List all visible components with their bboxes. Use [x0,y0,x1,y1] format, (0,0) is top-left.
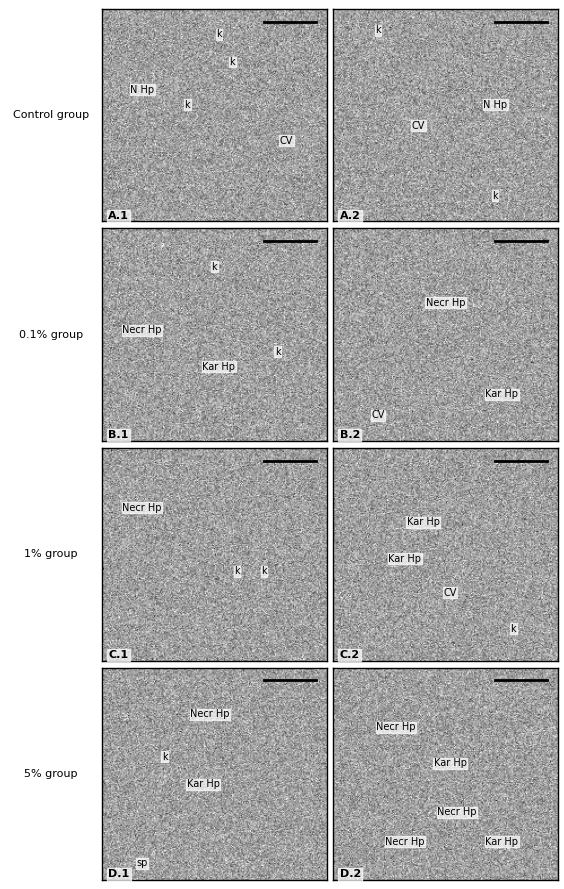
Text: Control group: Control group [13,110,89,120]
Text: CV: CV [443,588,457,597]
Text: CV: CV [371,411,385,420]
Text: N Hp: N Hp [483,100,507,109]
Text: Necr Hp: Necr Hp [122,325,162,335]
Text: k: k [230,57,235,67]
Text: Necr Hp: Necr Hp [385,837,425,847]
Text: k: k [261,566,267,576]
Text: Kar Hp: Kar Hp [202,362,235,372]
Text: k: k [375,25,381,36]
Text: 5% group: 5% group [24,769,77,779]
Text: CV: CV [280,136,293,146]
Text: k: k [184,100,190,109]
Text: k: k [234,566,240,576]
Text: k: k [212,261,217,272]
Text: k: k [275,347,280,356]
Text: A.2: A.2 [340,211,360,220]
Text: Necr Hp: Necr Hp [437,807,477,817]
Text: C.1: C.1 [108,650,129,660]
Text: N Hp: N Hp [130,84,154,94]
Text: Kar Hp: Kar Hp [434,758,466,768]
Text: D.2: D.2 [340,869,361,879]
Text: Kar Hp: Kar Hp [486,837,518,847]
Text: B.2: B.2 [340,430,360,440]
Text: 1% group: 1% group [24,549,77,559]
Text: CV: CV [412,121,425,131]
Text: Kar Hp: Kar Hp [486,389,518,399]
Text: D.1: D.1 [108,869,130,879]
Text: Necr Hp: Necr Hp [190,709,230,719]
Text: Necr Hp: Necr Hp [426,298,465,308]
Text: k: k [216,29,222,39]
Text: k: k [162,752,168,762]
Text: 0.1% group: 0.1% group [19,330,83,340]
Text: Necr Hp: Necr Hp [122,502,162,513]
Text: Necr Hp: Necr Hp [376,722,416,733]
Text: Kar Hp: Kar Hp [389,554,421,564]
Text: B.1: B.1 [108,430,129,440]
Text: C.2: C.2 [340,650,360,660]
Text: Kar Hp: Kar Hp [187,780,219,789]
Text: k: k [492,191,498,201]
Text: Kar Hp: Kar Hp [407,517,439,527]
Text: A.1: A.1 [108,211,129,220]
Text: sp: sp [136,858,148,869]
Text: k: k [510,624,516,634]
